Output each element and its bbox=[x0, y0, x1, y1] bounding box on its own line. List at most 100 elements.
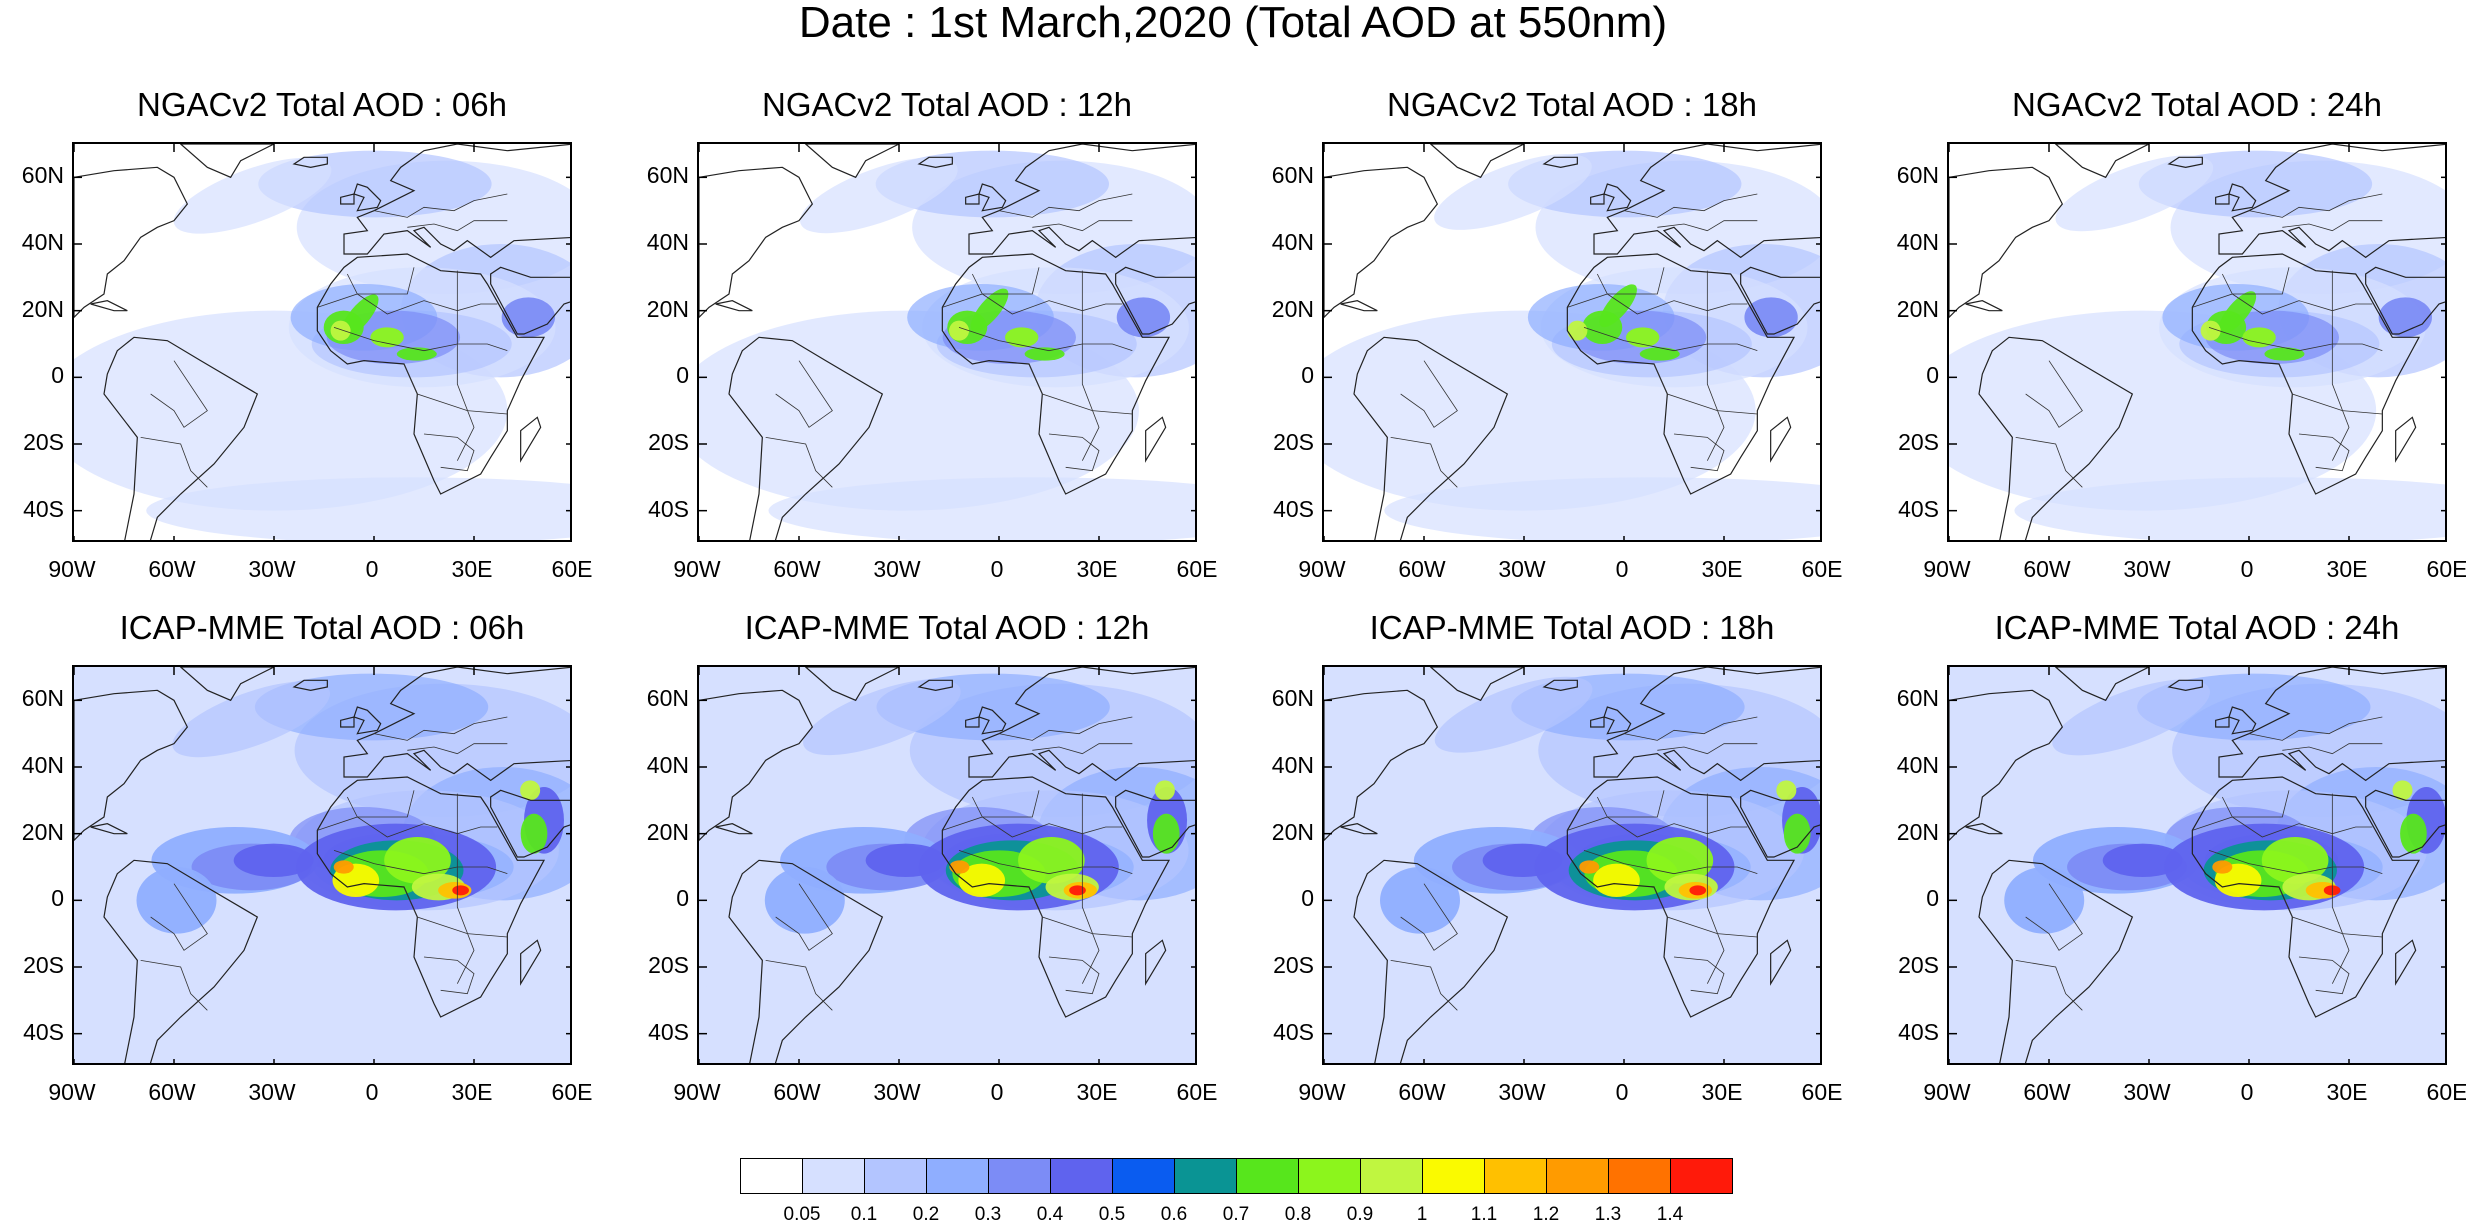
aod-field-patch bbox=[1783, 813, 1811, 854]
latitude-label: 20S bbox=[648, 952, 689, 978]
coastline bbox=[978, 183, 1007, 212]
coastline bbox=[2167, 679, 2203, 691]
latitude-label: 40N bbox=[1271, 229, 1314, 255]
country-border bbox=[346, 790, 415, 818]
colorbar-swatch bbox=[1174, 1158, 1237, 1194]
aod-field-patch bbox=[2264, 347, 2305, 361]
coastline bbox=[340, 716, 355, 728]
latitude-label: 0 bbox=[676, 885, 689, 912]
country-border bbox=[1048, 956, 1100, 995]
aod-field-patch bbox=[764, 867, 845, 934]
latitude-label: 40N bbox=[646, 752, 689, 778]
longitude-label: 30W bbox=[2123, 556, 2171, 582]
longitude-label: 90W bbox=[1923, 556, 1971, 582]
aod-field-patch bbox=[2004, 867, 2085, 934]
coastline bbox=[103, 336, 259, 540]
aod-field-patch bbox=[1599, 284, 1637, 328]
latitude-label: 40S bbox=[1898, 495, 1939, 522]
country-border bbox=[1583, 326, 1758, 352]
longitude-label: 90W bbox=[673, 556, 721, 582]
country-border bbox=[1400, 360, 1458, 428]
longitude-label: 30W bbox=[248, 556, 296, 582]
latitude-label: 20N bbox=[646, 295, 689, 322]
country-border bbox=[1623, 193, 1758, 218]
aod-field-patch bbox=[958, 863, 1006, 897]
coastline bbox=[1115, 266, 1195, 335]
country-border bbox=[1400, 883, 1458, 951]
coastline bbox=[316, 776, 546, 1018]
longitude-label: 30W bbox=[1498, 556, 1546, 582]
aod-field-patch bbox=[172, 681, 331, 758]
coastline bbox=[1353, 859, 1509, 1063]
coastline bbox=[90, 823, 128, 835]
colorbar-swatch bbox=[1670, 1158, 1733, 1194]
country-border bbox=[1653, 363, 1758, 415]
panel-title: ICAP-MME Total AOD : 12h bbox=[744, 609, 1150, 646]
coastline bbox=[316, 253, 546, 495]
coastline bbox=[941, 776, 1171, 1018]
aod-map bbox=[697, 665, 1197, 1065]
aod-field-patch bbox=[1639, 347, 1680, 361]
aod-field-patch bbox=[2218, 291, 2257, 335]
latitude-label: 60N bbox=[1896, 162, 1939, 189]
latitude-label: 0 bbox=[1301, 885, 1314, 912]
colorbar-swatch bbox=[1360, 1158, 1423, 1194]
colorbar-swatch bbox=[1112, 1158, 1175, 1194]
coastline bbox=[490, 789, 570, 858]
coastline bbox=[343, 144, 570, 259]
latitude-label: 40S bbox=[1898, 1018, 1939, 1045]
coastline bbox=[699, 689, 814, 842]
colorbar-label: 0.5 bbox=[1098, 1204, 1126, 1225]
coastline bbox=[1566, 776, 1796, 1018]
coastline bbox=[1978, 336, 2134, 540]
country-border bbox=[2298, 956, 2350, 995]
coastline bbox=[2395, 939, 2417, 986]
longitude-label: 60E bbox=[551, 556, 593, 582]
country-border bbox=[765, 436, 833, 488]
longitude-label: 30E bbox=[1076, 1079, 1118, 1105]
latitude-label: 40S bbox=[648, 1018, 689, 1045]
aod-field-patch bbox=[768, 477, 1195, 540]
latitude-label: 40N bbox=[1271, 752, 1314, 778]
aod-field-patch bbox=[1069, 885, 1086, 896]
coastline bbox=[965, 193, 980, 205]
longitude-label: 60W bbox=[1398, 1079, 1446, 1105]
coastline bbox=[804, 667, 900, 702]
country-border bbox=[775, 360, 833, 428]
aod-field-patch bbox=[1646, 837, 1714, 884]
coastline bbox=[1340, 300, 1378, 312]
aod-map bbox=[1322, 665, 1822, 1065]
coastline bbox=[1978, 859, 2134, 1063]
map-canvas bbox=[1324, 144, 1820, 540]
coastline bbox=[1740, 789, 1820, 858]
colorbar-swatch bbox=[1050, 1158, 1113, 1194]
country-border bbox=[407, 743, 508, 755]
aod-field-patch bbox=[2200, 320, 2221, 341]
aod-field-patch bbox=[765, 1000, 1195, 1063]
colorbar-label: 0.2 bbox=[912, 1204, 940, 1225]
coastline bbox=[2228, 183, 2257, 212]
coastline bbox=[1740, 266, 1820, 335]
coastline bbox=[353, 183, 382, 212]
coastline bbox=[715, 300, 753, 312]
coastline bbox=[1593, 667, 1820, 782]
coastline bbox=[2395, 416, 2417, 463]
colorbar-label: 0.4 bbox=[1036, 1204, 1064, 1225]
coastline bbox=[1965, 300, 2003, 312]
map-canvas bbox=[1949, 144, 2445, 540]
longitude-label: 0 bbox=[365, 1079, 379, 1105]
country-border bbox=[2282, 220, 2383, 232]
country-border bbox=[2015, 959, 2083, 1011]
map-panel: ICAP-MME Total AOD : 18h 60N 40N 20N 0 20S 40S… bbox=[1272, 609, 1843, 1105]
latitude-label: 20S bbox=[23, 429, 64, 455]
coastline bbox=[1429, 667, 1525, 702]
aod-field-patch bbox=[520, 780, 541, 801]
coastline bbox=[699, 166, 814, 319]
colorbar-label: 1.2 bbox=[1532, 1204, 1560, 1225]
aod-field-patch bbox=[173, 157, 332, 234]
aod-field-patch bbox=[970, 288, 1009, 332]
aod-map bbox=[1947, 665, 2447, 1065]
country-border bbox=[140, 959, 208, 1011]
latitude-label: 0 bbox=[676, 362, 689, 389]
country-border bbox=[1653, 886, 1758, 938]
